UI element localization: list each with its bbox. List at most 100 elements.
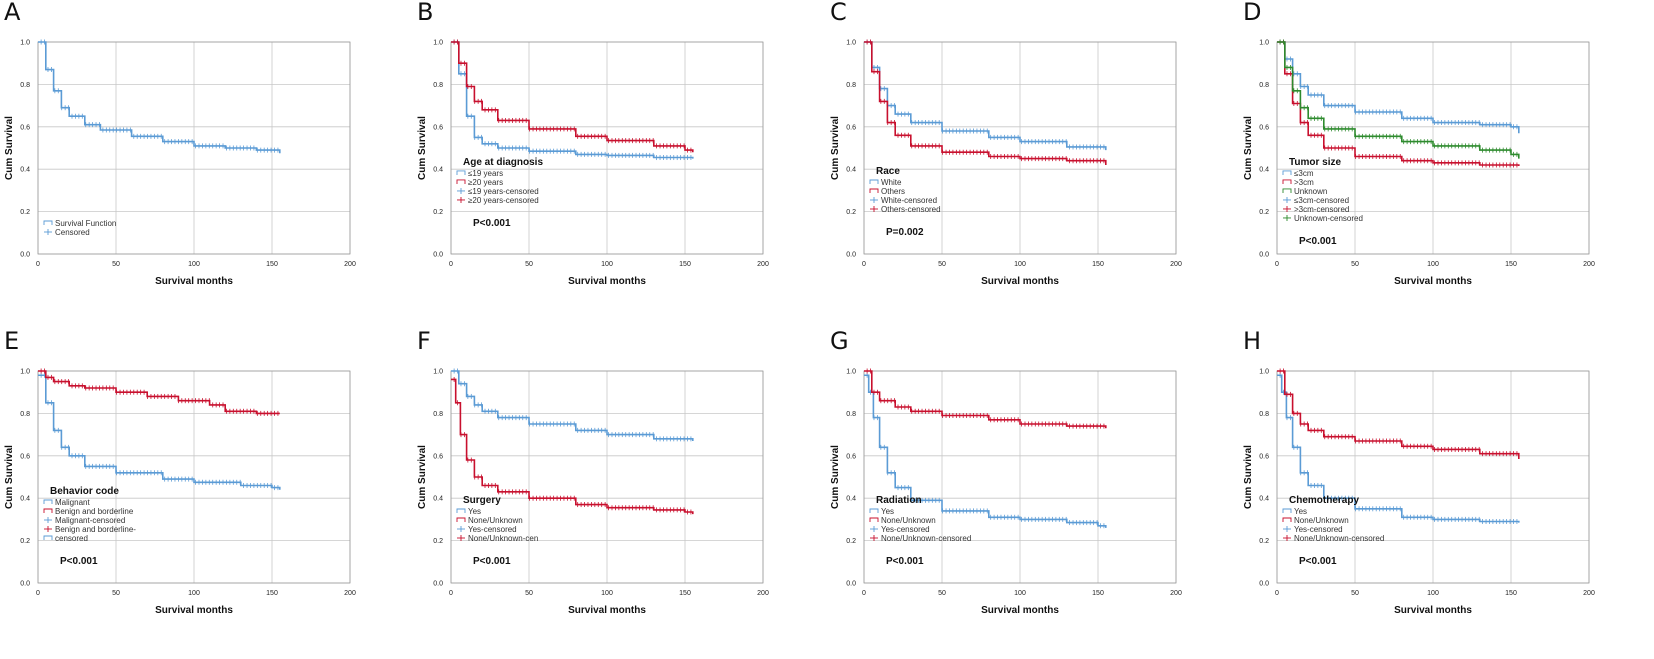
y-tick-label: 0.8 [20, 411, 30, 418]
censor-marks-≤3cm [1279, 39, 1518, 130]
legend-entry: ≤3cm-censored [1294, 196, 1349, 205]
legend-entry: Censored [55, 228, 90, 237]
legend-title: Behavior code [50, 486, 119, 497]
legend-entry: Yes-censored [468, 525, 517, 534]
legend-symbol [1282, 508, 1292, 513]
plot-frame [37, 41, 351, 255]
plot-frame [863, 41, 1177, 255]
legend-title: Surgery [463, 495, 501, 506]
y-tick-label: 1.0 [20, 40, 30, 47]
censor-marks-None/Unknown [453, 376, 692, 515]
p-value: P<0.001 [473, 218, 511, 229]
x-tick-label: 200 [1583, 590, 1595, 597]
censor-marks-Yes [1279, 372, 1518, 525]
series-line-Yes [864, 374, 1107, 528]
x-tick-label: 100 [1014, 590, 1026, 597]
legend-symbol [1283, 214, 1291, 221]
x-tick-label: 0 [36, 261, 40, 268]
y-tick-label: 0.4 [1259, 167, 1269, 174]
panel-letter: C [830, 0, 847, 26]
x-tick-label: 50 [938, 261, 946, 268]
legend-entry: censored [55, 534, 88, 543]
legend-symbol [457, 187, 465, 194]
panel-c: C 0.0 0.2 0.4 0.6 0.8 1.0 0 50 100 150 200 Survival … [828, 0, 1241, 329]
y-tick-label: 0.8 [1259, 82, 1269, 89]
y-tick-label: 0.6 [433, 453, 443, 460]
legend-entry: Malignant [55, 498, 90, 507]
panel-e: E 0.0 0.2 0.4 0.6 0.8 1.0 0 50 100 150 200 Survival … [2, 327, 415, 658]
km-chart: 0.0 0.2 0.4 0.6 0.8 1.0 0 50 100 150 200 Survival m… [4, 368, 356, 616]
y-tick-label: 0.0 [1259, 581, 1269, 588]
x-tick-label: 100 [1427, 261, 1439, 268]
censor-marks-Yes [453, 368, 692, 442]
y-axis-title: Cum Survival [1243, 116, 1254, 180]
y-tick-label: 0.6 [433, 124, 443, 131]
panel-letter: F [417, 327, 431, 355]
censor-marks-Others [866, 39, 1105, 164]
legend-title: Radiation [876, 495, 922, 506]
legend-entry: White [881, 178, 902, 187]
panel-f: F 0.0 0.2 0.4 0.6 0.8 1.0 0 50 100 150 200 Survival … [415, 327, 828, 658]
legend-title: Tumor size [1289, 157, 1341, 168]
y-tick-label: 0.0 [1259, 252, 1269, 259]
km-chart: 0.0 0.2 0.4 0.6 0.8 1.0 0 50 100 150 200 Survival m… [1243, 368, 1595, 616]
series-line->3cm [1277, 41, 1520, 166]
legend-symbol [870, 206, 878, 212]
p-value: P<0.001 [886, 556, 924, 567]
y-tick-label: 1.0 [1259, 369, 1269, 376]
legend-symbol [457, 535, 465, 541]
legend-symbol [1283, 196, 1291, 203]
panel-h: H 0.0 0.2 0.4 0.6 0.8 1.0 0 50 100 150 200 Survival … [1241, 327, 1654, 658]
series-line-None/Unknown [1277, 370, 1520, 459]
legend-symbol [43, 220, 53, 225]
x-tick-label: 50 [1351, 261, 1359, 268]
legend-title: Race [876, 166, 900, 177]
x-tick-label: 200 [344, 590, 356, 597]
legend-symbol [1283, 205, 1291, 212]
legend-entry: None/Unknown-censored [1294, 534, 1384, 543]
x-tick-label: 200 [1583, 261, 1595, 268]
series-line-≤3cm [1277, 41, 1520, 134]
series-line-≤19 years [451, 41, 694, 159]
x-axis-title: Survival months [981, 605, 1059, 616]
x-tick-label: 0 [36, 590, 40, 597]
plot-frame [1276, 41, 1590, 255]
y-tick-label: 0.4 [433, 167, 443, 174]
plot-frame [450, 370, 764, 584]
legend-title: Age at diagnosis [463, 157, 543, 168]
y-tick-label: 0.0 [20, 581, 30, 588]
x-tick-label: 0 [1275, 590, 1279, 597]
y-tick-label: 0.6 [846, 453, 856, 460]
legend-symbol [43, 508, 53, 513]
x-tick-label: 50 [525, 590, 533, 597]
y-tick-label: 0.8 [846, 411, 856, 418]
censor-marks->3cm [1279, 39, 1518, 168]
x-axis-title: Survival months [1394, 276, 1472, 287]
legend-symbol [1283, 526, 1291, 532]
panel-letter: D [1243, 0, 1262, 26]
panel-g: G 0.0 0.2 0.4 0.6 0.8 1.0 0 50 100 150 200 Survival … [828, 327, 1241, 658]
series-line-None/Unknown [451, 378, 694, 515]
legend-symbol [44, 526, 52, 532]
legend-title: Chemotherapy [1289, 495, 1359, 506]
legend-entry: Unknown [1294, 187, 1327, 196]
y-tick-label: 0.0 [846, 581, 856, 588]
censor-marks-White [866, 39, 1105, 150]
legend-symbol [870, 535, 878, 541]
legend-symbol [456, 517, 466, 522]
legend-entry: Benign and borderline- [55, 525, 136, 534]
km-chart: 0.0 0.2 0.4 0.6 0.8 1.0 0 50 100 150 200 Survival m… [830, 39, 1182, 287]
censor-marks-Survival Function [40, 39, 279, 153]
y-axis-title: Cum Survival [417, 116, 428, 180]
censor-marks-Benign and borderline [40, 368, 279, 416]
plot-frame [863, 370, 1177, 584]
legend-symbol [457, 526, 465, 532]
y-tick-label: 0.2 [20, 538, 30, 545]
y-tick-label: 1.0 [846, 40, 856, 47]
x-tick-label: 100 [188, 261, 200, 268]
y-tick-label: 0.2 [433, 538, 443, 545]
y-tick-label: 0.8 [433, 82, 443, 89]
y-tick-label: 0.4 [20, 167, 30, 174]
legend-entry: White-censored [881, 196, 937, 205]
legend-symbol [43, 535, 53, 540]
